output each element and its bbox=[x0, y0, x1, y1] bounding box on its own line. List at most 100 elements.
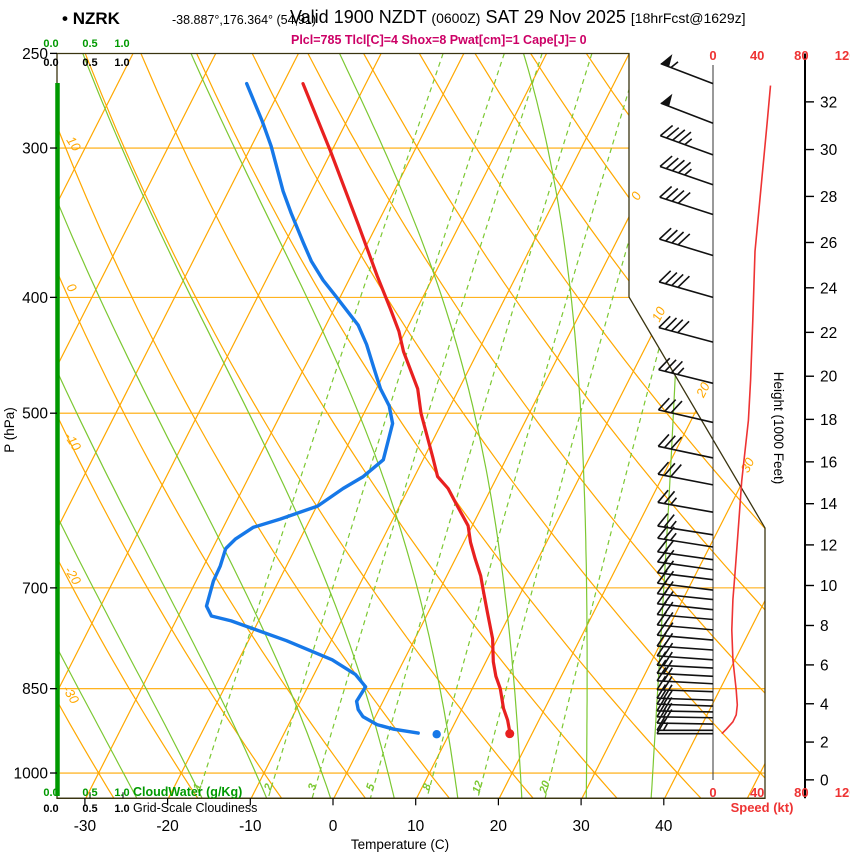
moist-adiabat-line bbox=[57, 53, 138, 799]
wind-barb bbox=[656, 570, 714, 591]
height-tick-label: 10 bbox=[820, 578, 838, 595]
mixing-ratio-label: 1 bbox=[191, 782, 204, 792]
axes-and-ticks: 1 2 3 5 8 12 20100-10-20-300102030250300400500… bbox=[14, 38, 838, 835]
dry-adiabat-line bbox=[84, 53, 534, 799]
speed-tick-label-top: 120 bbox=[835, 48, 850, 63]
speed-tick-label-bottom: 0 bbox=[709, 785, 716, 800]
dry-adiabat-line bbox=[251, 53, 765, 799]
mixing-ratio-label: 8 bbox=[421, 781, 435, 791]
dry-adiabat-line bbox=[57, 53, 450, 799]
height-tick-label: 32 bbox=[820, 94, 837, 111]
height-axis-title: Height (1000 Feet) bbox=[771, 372, 786, 485]
cloudwater-scale-title: CloudWater (g/Kg) bbox=[133, 785, 242, 799]
temperature-tick-label: -20 bbox=[156, 818, 179, 835]
temperature-axis-title: Temperature (C) bbox=[351, 837, 449, 852]
temperature-tick-label: -30 bbox=[74, 818, 97, 835]
mixing-ratio-line bbox=[267, 53, 505, 799]
temperature-tick-label: -10 bbox=[239, 818, 262, 835]
height-tick-label: 28 bbox=[820, 189, 837, 206]
temperature-tick-label: 40 bbox=[655, 818, 673, 835]
surface-dewpoint-dot bbox=[432, 730, 441, 739]
wind-barb bbox=[656, 642, 714, 661]
height-tick-label: 6 bbox=[820, 657, 829, 674]
wind-barb bbox=[657, 433, 714, 459]
wind-barb bbox=[658, 357, 714, 385]
speed-tick-label-top: 80 bbox=[794, 48, 808, 63]
height-tick-label: 8 bbox=[820, 618, 829, 635]
height-tick-label: 4 bbox=[820, 696, 829, 713]
station-bullet-icon: • bbox=[62, 9, 68, 28]
isotherm-label: 20 bbox=[693, 379, 714, 400]
cloudwater-scale-value: 0.0 bbox=[43, 38, 58, 50]
wind-barb bbox=[656, 548, 714, 571]
speed-tick-label-top: 40 bbox=[750, 48, 764, 63]
wind-barb bbox=[659, 185, 714, 216]
isotherm-line bbox=[498, 53, 765, 799]
moist-adiabat-line bbox=[57, 53, 204, 799]
cloudwater-scale-value: 1.0 bbox=[114, 787, 129, 799]
stability-indices: Plcl=785 Tlcl[C]=4 Shox=8 Pwat[cm]=1 Cap… bbox=[291, 33, 587, 47]
dry-adiabat-line bbox=[585, 53, 765, 799]
mixing-ratio-line bbox=[311, 53, 543, 799]
moist-adiabat-line bbox=[338, 53, 523, 799]
wind-barb bbox=[656, 651, 714, 669]
station-name: NZRK bbox=[72, 9, 120, 28]
height-tick-label: 18 bbox=[820, 412, 837, 429]
dry-adiabat-line bbox=[140, 53, 618, 799]
isotherm-label: 10 bbox=[649, 304, 669, 324]
cloudwater-scale-value: 0.5 bbox=[82, 787, 97, 799]
mixing-ratio-line bbox=[196, 53, 444, 799]
axis-titles: P (hPa) Temperature (C) Height (1000 Fee… bbox=[2, 372, 793, 852]
wind-barb bbox=[658, 315, 714, 343]
height-tick-label: 26 bbox=[820, 235, 837, 252]
cloudiness-scale-value: 0.5 bbox=[82, 57, 97, 69]
moist-adiabat-line bbox=[57, 53, 268, 799]
wind-barb bbox=[657, 397, 714, 424]
wind-barb bbox=[656, 716, 713, 732]
dry-adiabat-line bbox=[57, 53, 115, 799]
wind-barb bbox=[659, 124, 714, 156]
wind-barb bbox=[660, 93, 714, 124]
wind-speed-curve bbox=[721, 85, 772, 735]
wind-panel: 0040408080120120 bbox=[656, 48, 850, 800]
sounding-header: • NZRK -38.887°,176.364° (54,91) Valid 1… bbox=[0, 4, 850, 52]
pressure-tick-label: 250 bbox=[22, 46, 48, 63]
isotherm-line bbox=[581, 53, 765, 799]
isotherm-line bbox=[85, 53, 465, 799]
height-tick-label: 24 bbox=[820, 280, 838, 297]
temperature-tick-label: 0 bbox=[329, 818, 338, 835]
isotherm-label: 30 bbox=[737, 455, 757, 475]
temperature-tick-label: 10 bbox=[407, 818, 425, 835]
height-tick-label: 14 bbox=[820, 496, 838, 513]
height-tick-label: 16 bbox=[820, 454, 837, 471]
isotherm-line bbox=[57, 53, 382, 799]
cloudiness-scale-value: 0.5 bbox=[82, 803, 97, 815]
dry-adiabat-line bbox=[196, 53, 702, 799]
height-tick-label: 20 bbox=[820, 369, 838, 386]
valid-time-utc: (0600Z) bbox=[431, 10, 481, 26]
height-tick-label: 30 bbox=[820, 142, 838, 159]
height-tick-label: 12 bbox=[820, 537, 837, 554]
dry-adiabat-line bbox=[57, 53, 366, 799]
mixing-ratio-label: 12 bbox=[470, 779, 485, 794]
station-coordinates: -38.887°,176.364° (54,91) bbox=[172, 13, 317, 27]
dry-adiabat-line bbox=[474, 53, 765, 799]
temperature-curve bbox=[301, 82, 512, 735]
mixing-ratio-line bbox=[544, 53, 741, 799]
wind-barb bbox=[656, 659, 714, 678]
speed-axis-title: Speed (kt) bbox=[731, 800, 794, 815]
mixing-ratio-line bbox=[477, 53, 684, 799]
cloudiness-scale-value: 1.0 bbox=[114, 57, 129, 69]
profile-curves bbox=[204, 81, 515, 739]
pressure-tick-label: 1000 bbox=[14, 766, 49, 783]
wind-barb bbox=[656, 621, 714, 641]
cloudwater-scale-value: 0.5 bbox=[82, 38, 97, 50]
moist-adiabat-line bbox=[82, 53, 395, 799]
wind-barb bbox=[656, 675, 714, 693]
mixing-ratio-label: 2 bbox=[262, 782, 276, 792]
pressure-tick-label: 700 bbox=[22, 580, 48, 597]
wind-barb bbox=[658, 270, 714, 299]
cloudwater-scale-value: 1.0 bbox=[114, 38, 129, 50]
wind-barb bbox=[656, 559, 714, 581]
